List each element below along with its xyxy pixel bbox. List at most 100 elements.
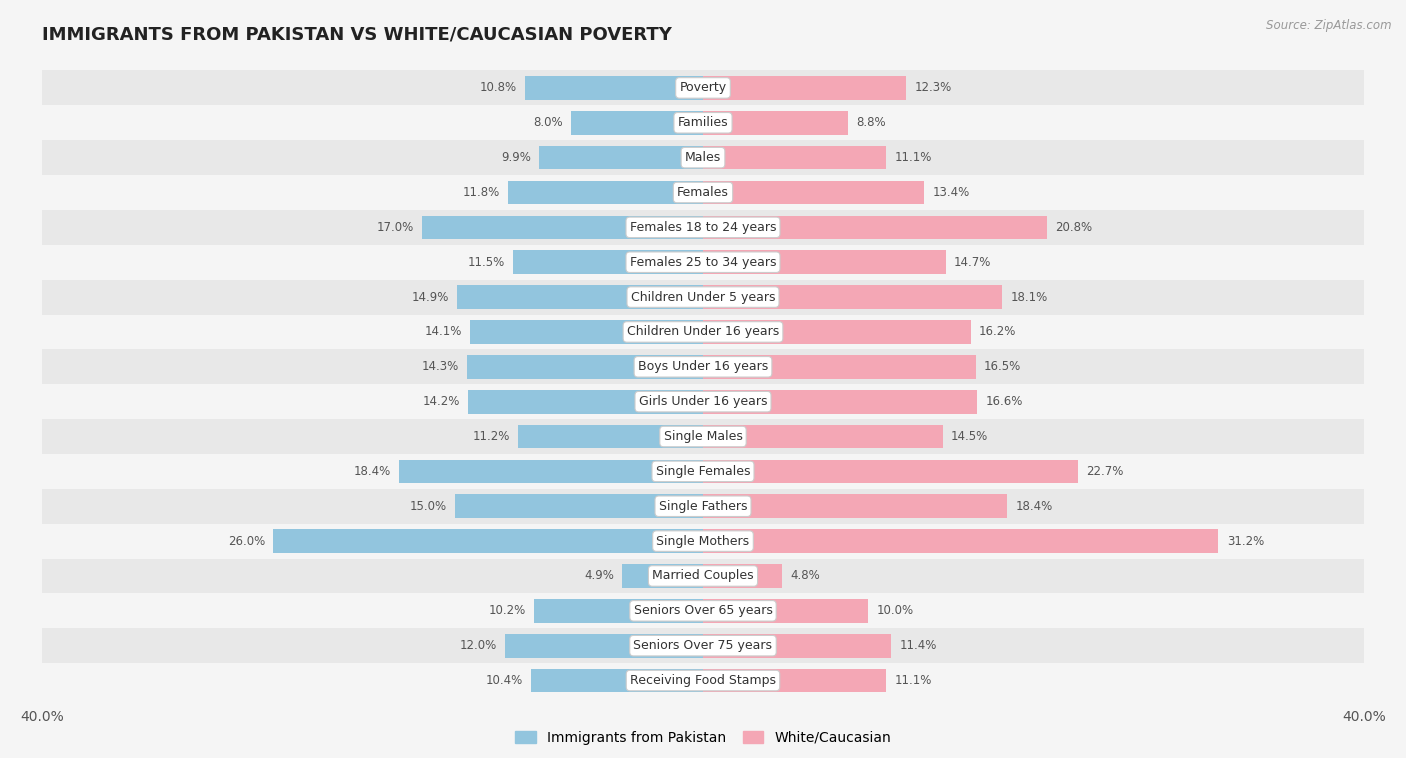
Text: 13.4%: 13.4% xyxy=(932,186,970,199)
Text: Poverty: Poverty xyxy=(679,81,727,95)
Text: 14.5%: 14.5% xyxy=(950,430,988,443)
Bar xyxy=(513,250,703,274)
Text: 12.0%: 12.0% xyxy=(460,639,496,652)
Bar xyxy=(703,669,886,692)
Bar xyxy=(467,355,703,379)
Bar xyxy=(42,210,1364,245)
Bar xyxy=(42,454,1364,489)
Text: Single Females: Single Females xyxy=(655,465,751,478)
Text: 4.8%: 4.8% xyxy=(790,569,820,582)
Bar xyxy=(703,355,976,379)
Bar xyxy=(468,390,703,414)
Text: 14.9%: 14.9% xyxy=(411,290,449,304)
Text: 4.9%: 4.9% xyxy=(583,569,614,582)
Text: Single Males: Single Males xyxy=(664,430,742,443)
Bar xyxy=(42,105,1364,140)
Bar xyxy=(703,76,907,100)
Text: 8.8%: 8.8% xyxy=(856,116,886,130)
Bar xyxy=(42,559,1364,594)
Bar xyxy=(42,384,1364,419)
Bar xyxy=(42,70,1364,105)
Bar xyxy=(42,628,1364,663)
Bar xyxy=(505,634,703,657)
Bar xyxy=(42,315,1364,349)
Text: 17.0%: 17.0% xyxy=(377,221,413,234)
Text: Girls Under 16 years: Girls Under 16 years xyxy=(638,395,768,408)
Text: 18.4%: 18.4% xyxy=(353,465,391,478)
Text: Married Couples: Married Couples xyxy=(652,569,754,582)
Text: 22.7%: 22.7% xyxy=(1087,465,1123,478)
Bar xyxy=(422,215,703,240)
Bar xyxy=(703,285,1002,309)
Bar xyxy=(524,76,703,100)
Bar xyxy=(399,459,703,484)
Bar xyxy=(456,494,703,518)
Text: 11.2%: 11.2% xyxy=(472,430,510,443)
Text: 16.2%: 16.2% xyxy=(979,325,1017,338)
Bar xyxy=(42,419,1364,454)
Text: 14.3%: 14.3% xyxy=(422,360,458,373)
Text: 14.7%: 14.7% xyxy=(955,255,991,269)
Bar xyxy=(703,111,848,135)
Legend: Immigrants from Pakistan, White/Caucasian: Immigrants from Pakistan, White/Caucasia… xyxy=(509,725,897,750)
Bar xyxy=(470,320,703,344)
Text: 12.3%: 12.3% xyxy=(914,81,952,95)
Text: 14.1%: 14.1% xyxy=(425,325,461,338)
Bar xyxy=(42,280,1364,315)
Bar xyxy=(703,320,970,344)
Text: 16.5%: 16.5% xyxy=(984,360,1021,373)
Bar xyxy=(42,349,1364,384)
Bar xyxy=(457,285,703,309)
Text: Single Mothers: Single Mothers xyxy=(657,534,749,547)
Bar xyxy=(703,564,782,587)
Bar xyxy=(42,663,1364,698)
Bar xyxy=(703,494,1007,518)
Text: Seniors Over 75 years: Seniors Over 75 years xyxy=(634,639,772,652)
Bar xyxy=(42,245,1364,280)
Text: 31.2%: 31.2% xyxy=(1226,534,1264,547)
Text: Children Under 16 years: Children Under 16 years xyxy=(627,325,779,338)
Bar xyxy=(703,424,942,449)
Bar xyxy=(531,669,703,692)
Text: 11.8%: 11.8% xyxy=(463,186,499,199)
Text: Females 18 to 24 years: Females 18 to 24 years xyxy=(630,221,776,234)
Bar xyxy=(42,524,1364,559)
Text: 9.9%: 9.9% xyxy=(502,151,531,164)
Bar xyxy=(703,250,946,274)
Text: 14.2%: 14.2% xyxy=(423,395,460,408)
Text: IMMIGRANTS FROM PAKISTAN VS WHITE/CAUCASIAN POVERTY: IMMIGRANTS FROM PAKISTAN VS WHITE/CAUCAS… xyxy=(42,25,672,43)
Bar xyxy=(534,599,703,622)
Text: 18.4%: 18.4% xyxy=(1015,500,1053,512)
Text: Boys Under 16 years: Boys Under 16 years xyxy=(638,360,768,373)
Bar xyxy=(540,146,703,170)
Bar xyxy=(42,594,1364,628)
Bar xyxy=(571,111,703,135)
Text: Females 25 to 34 years: Females 25 to 34 years xyxy=(630,255,776,269)
Text: 18.1%: 18.1% xyxy=(1011,290,1047,304)
Bar xyxy=(42,140,1364,175)
Text: 11.1%: 11.1% xyxy=(894,674,932,687)
Text: Source: ZipAtlas.com: Source: ZipAtlas.com xyxy=(1267,19,1392,32)
Text: Children Under 5 years: Children Under 5 years xyxy=(631,290,775,304)
Text: 16.6%: 16.6% xyxy=(986,395,1024,408)
Bar xyxy=(508,180,703,205)
Text: 10.2%: 10.2% xyxy=(489,604,526,617)
Bar xyxy=(703,634,891,657)
Text: Single Fathers: Single Fathers xyxy=(659,500,747,512)
Text: 10.0%: 10.0% xyxy=(876,604,914,617)
Text: 15.0%: 15.0% xyxy=(409,500,447,512)
Bar xyxy=(703,390,977,414)
Text: 10.4%: 10.4% xyxy=(485,674,523,687)
Bar xyxy=(42,175,1364,210)
Bar xyxy=(42,489,1364,524)
Bar xyxy=(703,215,1046,240)
Bar xyxy=(703,529,1219,553)
Text: 26.0%: 26.0% xyxy=(228,534,266,547)
Text: Males: Males xyxy=(685,151,721,164)
Text: Families: Families xyxy=(678,116,728,130)
Bar xyxy=(703,459,1078,484)
Bar xyxy=(517,424,703,449)
Text: Seniors Over 65 years: Seniors Over 65 years xyxy=(634,604,772,617)
Text: Females: Females xyxy=(678,186,728,199)
Bar xyxy=(703,599,868,622)
